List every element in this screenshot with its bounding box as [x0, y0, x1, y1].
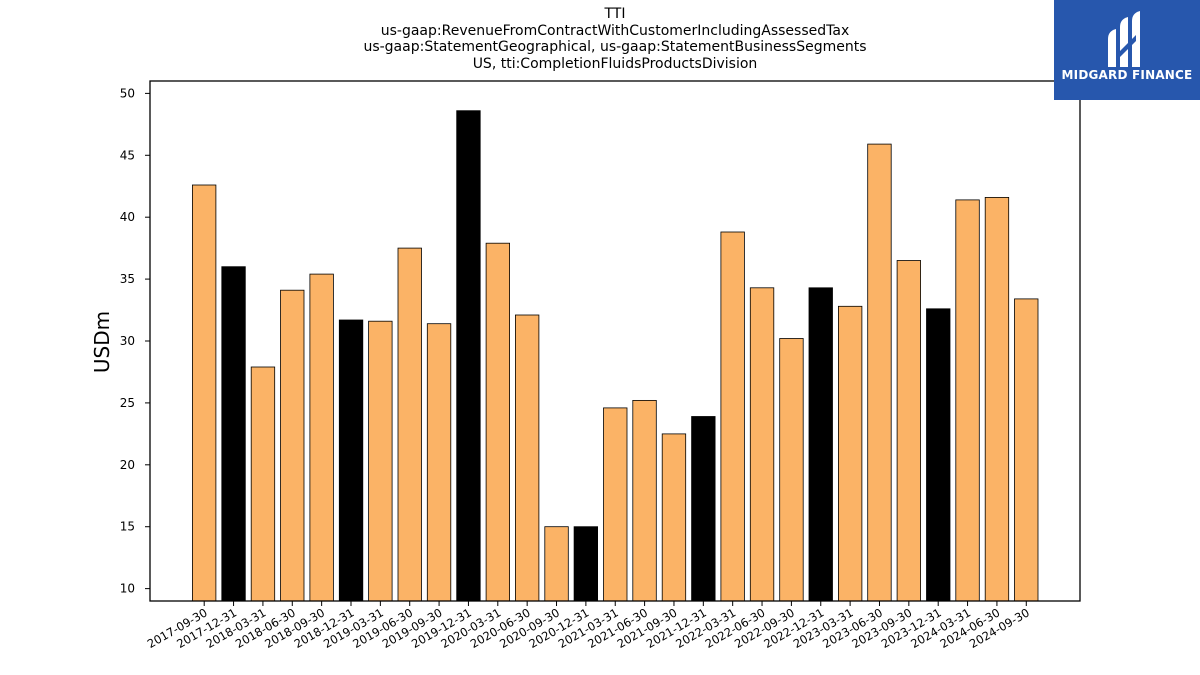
bar-2022-12-31	[808, 287, 833, 602]
bar-2017-12-31	[221, 266, 246, 602]
y-tick-label: 40	[120, 210, 135, 224]
bar-2023-06-30	[867, 143, 892, 602]
bar-2022-06-30	[749, 287, 775, 602]
bar-2018-09-30	[309, 273, 334, 602]
bar-2020-03-31	[485, 242, 511, 602]
bar-2018-12-31	[338, 319, 364, 602]
bar-2020-06-30	[515, 314, 540, 602]
bar-2024-03-31	[955, 199, 980, 602]
y-tick-label: 15	[120, 520, 135, 534]
bar-2018-06-30	[280, 289, 305, 602]
title-line-axes: us-gaap:StatementGeographical, us-gaap:S…	[363, 39, 867, 55]
bar-2019-06-30	[397, 247, 422, 602]
bar-2024-09-30	[1014, 298, 1039, 602]
bar-2023-09-30	[896, 260, 921, 602]
bar-2022-09-30	[779, 338, 804, 602]
bar-2018-03-31	[250, 366, 276, 602]
y-axis-label: USDm	[90, 311, 114, 373]
bar-2021-03-31	[603, 407, 628, 602]
title-line-ticker: TTI	[604, 6, 626, 22]
bar-2019-03-31	[368, 320, 393, 602]
bar-2021-09-30	[661, 433, 687, 602]
title-line-members: US, tti:CompletionFluidsProductsDivision	[472, 55, 758, 72]
y-axis: 10 15 20 25 30 35 40 45 50	[120, 86, 150, 596]
x-axis: 2017-09-302017-12-312018-03-312018-06-30…	[145, 601, 1032, 651]
bar-2021-12-31	[691, 416, 716, 602]
y-tick-label: 10	[120, 582, 135, 596]
bar-2023-03-31	[838, 305, 863, 602]
bar-2020-12-31	[573, 526, 598, 602]
bars-group	[191, 110, 1039, 602]
bar-2023-12-31	[926, 308, 951, 602]
plot-frame	[149, 80, 1081, 602]
y-tick-label: 45	[120, 148, 135, 162]
bar-2024-06-30	[984, 196, 1010, 602]
midgard-finance-logo: MIDGARD FINANCE	[1054, 0, 1200, 100]
bar-2019-09-30	[426, 323, 452, 602]
bar-2020-09-30	[544, 526, 569, 602]
y-tick-label: 35	[120, 272, 135, 286]
y-tick-label: 20	[120, 458, 135, 472]
midgard-logo-icon	[1108, 11, 1140, 67]
bar-2017-09-30	[191, 184, 217, 602]
bar-2022-03-31	[720, 231, 745, 602]
y-tick-label: 50	[120, 86, 135, 100]
chart-title: TTI us-gaap:RevenueFromContractWithCusto…	[150, 6, 1080, 72]
y-tick-label: 30	[120, 334, 135, 348]
title-line-concept: us-gaap:RevenueFromContractWithCustomerI…	[380, 22, 850, 39]
bar-2019-12-31	[456, 110, 481, 602]
bar-2021-06-30	[632, 399, 657, 602]
y-tick-label: 25	[120, 396, 135, 410]
logo-text: MIDGARD FINANCE	[1061, 68, 1193, 82]
